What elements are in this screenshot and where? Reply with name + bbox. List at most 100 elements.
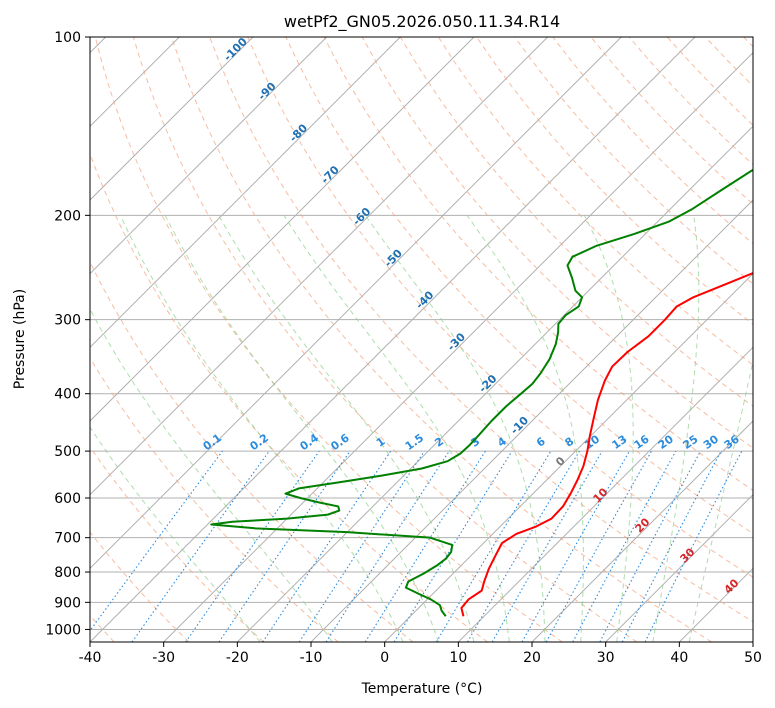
mixing-ratio-line	[393, 450, 513, 642]
moist-adiabat-line	[90, 308, 333, 642]
x-tick-label: 50	[744, 650, 762, 666]
isotherm-line	[752, 641, 753, 642]
isotherm-line	[90, 37, 475, 422]
dry-adiabat-line	[90, 356, 339, 642]
dewpoint-profile-line	[210, 168, 753, 617]
dry-adiabat-line	[438, 37, 753, 366]
x-tick-label: 10	[449, 650, 467, 666]
mixing-ratio-label: 0.6	[328, 431, 352, 453]
dry-adiabat-label: -70	[319, 163, 342, 186]
x-tick-label: 40	[670, 650, 688, 666]
dry-adiabat-line	[90, 446, 264, 642]
tick-layer: -40 -30 -20 -10 0 10 20 30 40 5010009008007006005…	[45, 30, 762, 666]
dry-adiabat-line	[361, 37, 753, 449]
mixing-ratio-line	[131, 450, 270, 642]
x-tick-label: -20	[226, 650, 249, 666]
moist-adiabat-label: 30	[678, 545, 698, 565]
y-tick-label: 100	[54, 30, 81, 46]
moist-adiabat-line	[583, 215, 634, 642]
chart-title: wetPf2_GN05.2026.050.11.34.R14	[284, 12, 560, 32]
x-tick-label: 20	[523, 650, 541, 666]
plot-frame	[89, 36, 754, 643]
mixing-ratio-label: 25	[681, 432, 701, 451]
y-tick-label: 700	[54, 531, 81, 547]
temperature-profile-line	[460, 271, 753, 617]
dry-adiabat-line	[94, 37, 563, 642]
dry-adiabat-label: -90	[255, 79, 278, 102]
x-tick-label: -30	[152, 650, 175, 666]
x-tick-label: -10	[300, 650, 323, 666]
dry-adiabat-label: -20	[476, 372, 499, 395]
mixing-ratio-label: 16	[632, 432, 652, 452]
mixing-ratio-label: 20	[656, 432, 676, 452]
dry-adiabat-layer	[90, 37, 753, 642]
isotherm-line	[90, 37, 622, 570]
y-tick-label: 400	[54, 387, 81, 403]
moist-adiabat-label: 40	[722, 576, 742, 596]
isotherm-line	[310, 199, 753, 642]
dry-adiabat-label: -60	[350, 205, 373, 228]
dry-adiabat-line	[514, 37, 753, 285]
isotherm-line	[457, 346, 753, 642]
mixing-ratio-line	[325, 450, 450, 642]
dry-adiabat-line	[132, 37, 638, 642]
moist-adiabat-line	[652, 215, 700, 642]
y-tick-label: 300	[54, 313, 81, 329]
mixing-ratio-label: 3	[469, 435, 483, 450]
mixing-ratio-label: 0.1	[201, 431, 224, 453]
mixing-ratio-layer	[90, 450, 743, 642]
grid-layer	[90, 37, 753, 630]
mixing-ratio-line	[435, 450, 552, 642]
moist-adiabat-line	[218, 215, 475, 642]
dry-adiabat-line	[476, 37, 753, 325]
y-tick-label: 900	[54, 595, 81, 611]
moist-adiabat-layer	[90, 215, 753, 642]
moist-adiabat-line	[120, 215, 404, 642]
mixing-ratio-label: 0.2	[248, 431, 271, 453]
mixing-ratio-line	[90, 450, 223, 632]
dry-adiabat-label: -100	[221, 35, 250, 64]
dry-adiabat-line	[399, 37, 753, 407]
isotherm-layer	[90, 37, 753, 642]
x-tick-label: 0	[380, 650, 389, 666]
y-tick-label: 500	[54, 444, 81, 460]
isotherm-line	[531, 420, 753, 642]
isotherm-line	[90, 37, 401, 349]
dry-adiabat-label: -30	[445, 330, 468, 353]
isotherm-line	[384, 272, 753, 642]
y-axis-label: Pressure (hPa)	[12, 289, 28, 389]
mixing-ratio-label: 8	[563, 435, 577, 450]
mixing-ratio-line	[185, 450, 320, 642]
dry-adiabat-line	[704, 37, 753, 87]
isotherm-line	[90, 37, 696, 642]
mixing-ratio-line	[545, 450, 653, 642]
moist-adiabat-line	[90, 426, 261, 642]
mixing-ratio-label: 4	[495, 434, 509, 449]
mixing-ratio-line	[298, 450, 425, 642]
mixing-ratio-line	[262, 450, 392, 642]
isotherm-line	[163, 51, 753, 642]
mixing-ratio-label: 1	[374, 435, 388, 450]
y-tick-label: 800	[54, 565, 81, 581]
dry-adiabat-label: -80	[287, 121, 310, 144]
mixing-ratio-label: 6	[534, 435, 548, 450]
mixing-ratio-label: 0.4	[298, 431, 322, 453]
dry-adiabat-line	[90, 531, 190, 642]
moist-adiabat-label: 20	[633, 515, 653, 535]
isotherm-line	[236, 125, 753, 642]
dry-adiabat-label: -50	[382, 247, 405, 270]
mixing-ratio-label: 1.5	[403, 431, 426, 453]
contour-label-layer: 0.1 0.2 0.4 0.6 1 1.5 2 3 4 6 8 10 13 16 20 25 30 36-100-…	[201, 35, 742, 597]
mixing-ratio-label: 13	[609, 433, 629, 452]
dry-adiabat-line	[247, 37, 753, 578]
moist-adiabat-line	[164, 215, 439, 642]
x-tick-label: -40	[79, 650, 102, 666]
dry-adiabat-line	[90, 260, 414, 642]
moist-adiabat-line	[688, 358, 753, 642]
mixing-ratio-line	[364, 450, 486, 642]
mixing-ratio-line	[521, 450, 630, 642]
y-tick-label: 600	[54, 491, 81, 507]
mixing-ratio-label: 30	[701, 432, 721, 452]
mixing-ratio-line	[599, 450, 702, 642]
